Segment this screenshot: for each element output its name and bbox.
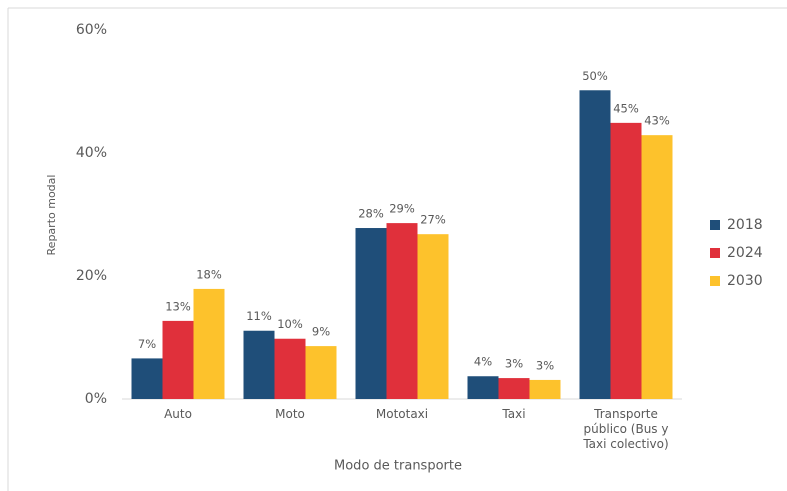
data-label: 10% [277,317,303,331]
bar [274,338,306,399]
x-tick-label-box: Moto [275,407,305,421]
x-tick-label-box: Mototaxi [375,407,429,421]
y-tick-label: 60% [76,22,107,38]
x-tick-label: Transporte público (Bus y Taxi colectivo… [583,407,669,451]
legend-label: 2030 [727,273,763,289]
data-label: 45% [613,101,639,115]
bar [162,320,194,399]
bar [610,122,642,400]
legend-swatch [710,248,720,258]
bar [305,346,337,399]
legend-label: 2024 [727,245,763,261]
legend-swatch [710,276,720,286]
y-tick-label: 0% [85,391,107,407]
data-label: 11% [246,309,272,323]
data-label: 13% [165,299,191,313]
x-tick-label: Moto [275,407,305,421]
data-label: 43% [644,114,670,128]
data-label: 3% [536,358,554,372]
data-label: 7% [138,337,156,351]
data-label: 3% [505,357,523,371]
bar [529,379,561,399]
data-label: 9% [312,325,330,339]
y-axis-title: Reparto modal [45,175,58,256]
bar [386,223,418,399]
bar [193,288,225,399]
data-label: 50% [582,69,608,83]
bar [467,376,499,399]
x-tick-label-box: Transporte público (Bus y Taxi colectivo… [583,407,669,451]
bar [243,330,275,399]
x-tick-label: Taxi [502,407,526,421]
bar [579,90,611,400]
data-label: 4% [474,355,492,369]
y-tick-label: 40% [76,145,107,161]
bar [417,234,449,399]
data-label: 28% [358,207,384,221]
x-tick-label: Mototaxi [375,407,429,421]
x-tick-label-box: Auto [164,407,192,421]
x-axis-title: Modo de transporte [334,459,462,474]
bar [131,358,163,399]
bar [498,378,530,399]
bar [641,135,673,400]
x-tick-label: Auto [164,407,192,421]
data-label: 27% [420,213,446,227]
legend-label: 2018 [727,217,763,233]
bar [355,228,387,399]
legend-swatch [710,220,720,230]
x-tick-label-box: Taxi [502,407,526,421]
y-tick-label: 20% [76,268,107,284]
data-label: 29% [389,202,415,216]
data-label: 18% [196,267,222,281]
